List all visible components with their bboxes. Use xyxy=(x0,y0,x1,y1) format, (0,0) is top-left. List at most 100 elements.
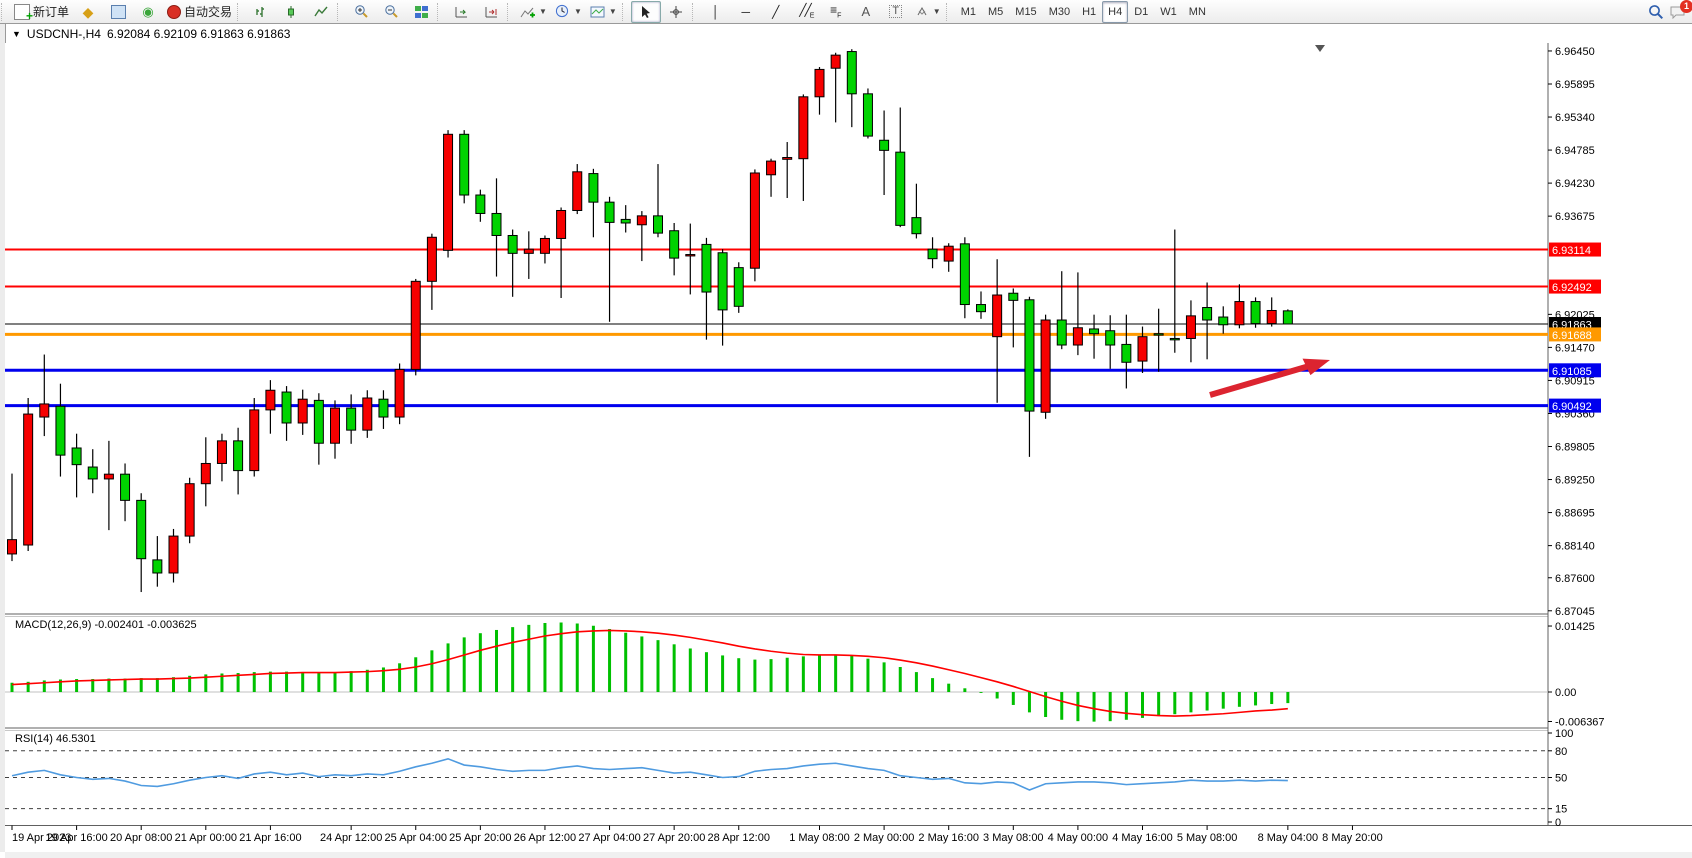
candle-body xyxy=(766,160,777,176)
strategy-tester-button[interactable]: ◉ xyxy=(133,1,163,23)
time-tick-label: 19 Apr 2023 xyxy=(12,832,71,844)
timeframe-button-m30[interactable]: M30 xyxy=(1048,5,1071,18)
candle-body xyxy=(943,245,954,262)
trend-arrow-head xyxy=(1302,358,1330,376)
timeframe-button-m15[interactable]: M15 xyxy=(1015,5,1037,18)
time-tick-label: 19 Apr 16:00 xyxy=(45,832,107,844)
text-tool-button[interactable]: A xyxy=(851,1,881,23)
chart-title-bar[interactable]: ▼ USDCNH-,H4 6.92084 6.92109 6.91863 6.9… xyxy=(5,24,1692,43)
market-watch-button[interactable]: ◆ xyxy=(73,1,103,23)
chart-symbol-period: USDCNH-,H4 xyxy=(26,26,101,41)
candle-body xyxy=(636,215,647,226)
candle-body xyxy=(152,559,163,574)
candle-body xyxy=(120,473,131,501)
time-tick-label: 3 May 08:00 xyxy=(983,832,1044,844)
price-chart-canvas[interactable]: 6.96450 6.95895 6.95340 6.94785 6.94230 6.936… xyxy=(5,43,1692,852)
timeframe-button-w1[interactable]: W1 xyxy=(1160,5,1177,18)
chart-ohlc-readout: 6.92084 6.92109 6.91863 6.91863 xyxy=(106,26,291,41)
zoom-out-button[interactable] xyxy=(376,1,406,23)
candle-body xyxy=(992,294,1003,338)
auto-scroll-icon xyxy=(455,6,467,17)
time-tick-label: 21 Apr 00:00 xyxy=(175,832,237,844)
auto-trading-button[interactable]: 自动交易 xyxy=(163,1,236,23)
chevron-down-icon: ▼ xyxy=(539,7,547,16)
price-level-badge-label: 6.90492 xyxy=(1552,401,1592,413)
notifications-button[interactable]: 1 xyxy=(1670,0,1692,19)
fibonacci-tool-button[interactable]: ≡F xyxy=(821,1,851,23)
zoom-out-icon xyxy=(384,5,398,18)
indicators-button[interactable]: ▼ xyxy=(516,1,551,23)
text-label-tool-button[interactable]: T xyxy=(881,1,911,23)
timeframe-button-h1[interactable]: H1 xyxy=(1082,5,1097,18)
candle-body xyxy=(1024,299,1035,412)
candle-body xyxy=(233,440,244,472)
candle-body xyxy=(976,304,986,313)
rsi-tick-label: 50 xyxy=(1555,773,1567,785)
candle-body xyxy=(830,54,841,69)
shapes-tool-button[interactable]: ▼ xyxy=(911,1,945,23)
candle-body xyxy=(103,473,114,480)
price-level-badge xyxy=(1549,242,1601,257)
horizontal-line-tool-button[interactable]: ─ xyxy=(731,1,761,23)
chart-shift-button[interactable] xyxy=(476,1,506,23)
auto-scroll-button[interactable] xyxy=(446,1,476,23)
candlestick-mode-button[interactable] xyxy=(276,1,306,23)
candle-body xyxy=(1072,327,1083,346)
price-tick-label: 6.90915 xyxy=(1555,375,1595,387)
price-level-badge-label: 6.91688 xyxy=(1552,330,1592,342)
timeframe-button-m5[interactable]: M5 xyxy=(988,5,1004,18)
tile-windows-button[interactable] xyxy=(406,1,436,23)
price-tick-label: 6.96450 xyxy=(1555,46,1595,58)
bar-chart-icon xyxy=(256,6,265,17)
candle-body xyxy=(1089,328,1100,335)
line-chart-icon xyxy=(314,6,328,16)
new-order-button[interactable]: + 新订单 xyxy=(10,1,73,23)
candle-body xyxy=(71,447,82,466)
periods-button[interactable]: ▼ xyxy=(551,1,586,23)
candle-body xyxy=(733,267,744,307)
notification-badge: 1 xyxy=(1680,0,1692,13)
cursor-tool-button[interactable] xyxy=(630,0,661,23)
candle-body xyxy=(749,172,760,269)
candle-body xyxy=(669,230,680,259)
candle-body xyxy=(136,499,147,560)
price-level-badge xyxy=(1549,279,1601,294)
channel-tool-button[interactable]: ╱╱E xyxy=(791,1,821,23)
crosshair-tool-button[interactable] xyxy=(661,1,691,23)
timeframe-group: M1 M5 M15 M30 H1 H4 D1 W1 MN xyxy=(955,0,1212,23)
price-tick-label: 6.89250 xyxy=(1555,475,1595,487)
chevron-down-icon: ▼ xyxy=(573,7,582,16)
candle-body xyxy=(862,93,873,137)
price-level-badge xyxy=(1549,327,1601,342)
rsi-tick-label: 80 xyxy=(1555,746,1567,758)
search-icon[interactable] xyxy=(1648,4,1664,20)
time-tick-label: 4 May 16:00 xyxy=(1112,832,1173,844)
chart-menu-triangle-icon[interactable]: ▼ xyxy=(12,28,21,39)
rsi-tick-label: 0 xyxy=(1555,817,1561,829)
zoom-in-button[interactable] xyxy=(346,1,376,23)
price-tick-label: 6.95340 xyxy=(1555,112,1595,124)
toolbar-separator xyxy=(237,2,245,21)
candle-body xyxy=(927,248,938,260)
bar-chart-mode-button[interactable] xyxy=(246,1,276,23)
crosshair-icon xyxy=(669,5,682,18)
templates-button[interactable]: ▼ xyxy=(586,1,621,23)
chart-shift-marker xyxy=(1315,45,1325,52)
price-tick-label: 6.89805 xyxy=(1555,442,1595,454)
candle-body xyxy=(1282,310,1293,325)
timeframe-button-mn[interactable]: MN xyxy=(1188,5,1206,18)
line-chart-mode-button[interactable] xyxy=(306,1,336,23)
timeframe-button-d1[interactable]: D1 xyxy=(1134,5,1149,18)
candle-body xyxy=(87,466,98,480)
candle-body xyxy=(685,254,696,257)
candle-body xyxy=(588,173,599,203)
timeframe-button-m1[interactable]: M1 xyxy=(960,5,976,18)
price-tick-label: 6.94785 xyxy=(1555,145,1595,157)
data-window-button[interactable] xyxy=(103,1,133,23)
candle-body xyxy=(475,194,486,214)
vertical-line-tool-button[interactable]: │ xyxy=(701,1,731,23)
trendline-tool-button[interactable]: ╱ xyxy=(761,1,791,23)
time-tick-label: 20 Apr 08:00 xyxy=(110,832,172,844)
timeframe-button-h4[interactable]: H4 xyxy=(1102,0,1129,23)
time-tick-label: 27 Apr 20:00 xyxy=(643,832,705,844)
